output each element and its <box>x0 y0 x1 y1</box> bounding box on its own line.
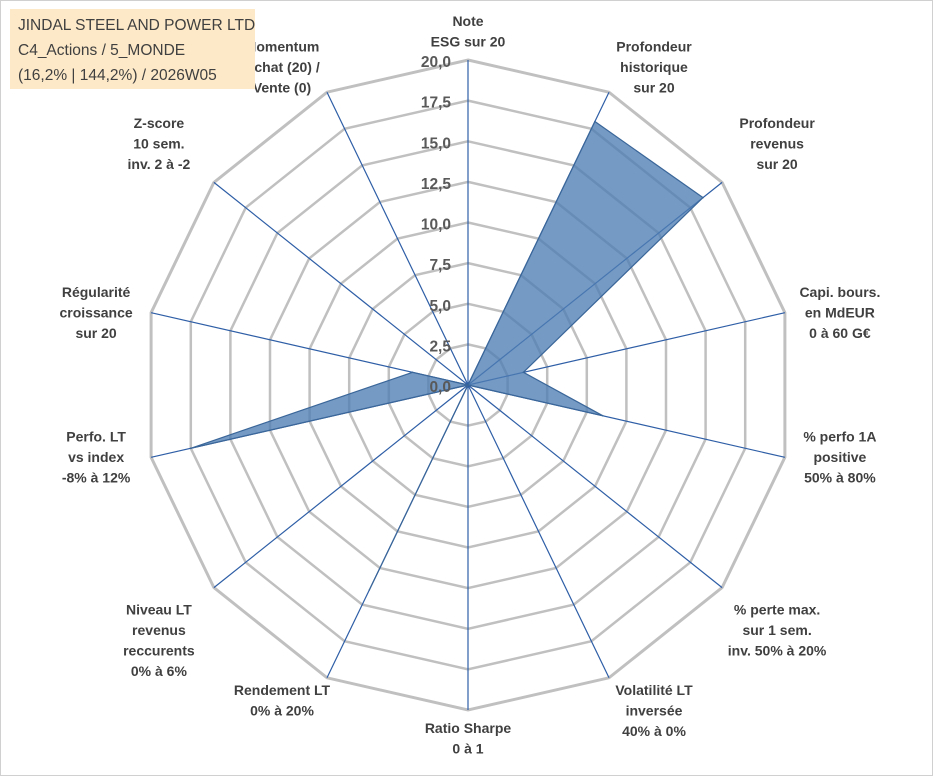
axis-label-8-line-0: Rendement LT <box>234 682 331 698</box>
tick-label-0: 0,0 <box>429 379 451 396</box>
axis-spoke-5 <box>467 384 723 589</box>
axis-label-10-line-0: Perfo. LT <box>66 429 126 445</box>
axis-label-2-line-0: Profondeur <box>739 115 815 131</box>
axis-label-6-line-2: 40% à 0% <box>622 723 686 739</box>
axis-label-6-line-0: Volatilité LT <box>615 682 693 698</box>
axis-label-6: Volatilité LT inversée 40% à 0% <box>615 682 693 739</box>
axis-label-11: Régularité croissance sur 20 <box>60 284 133 341</box>
tick-label-7: 17,5 <box>421 95 452 112</box>
axis-label-11-line-0: Régularité <box>62 284 131 300</box>
tick-label-1: 2,5 <box>429 338 451 355</box>
category-label: C4_Actions / 5_MONDE <box>18 42 186 59</box>
axis-label-1-line-2: sur 20 <box>633 80 674 96</box>
axis-label-4: % perfo 1A positive 50% à 80% <box>803 429 876 486</box>
axis-label-12: Z-score 10 sem. inv. 2 à -2 <box>128 115 191 172</box>
axis-label-3-line-0: Capi. bours. <box>799 284 880 300</box>
axis-label-3-line-1: en MdEUR <box>805 304 875 320</box>
axis-label-9: Niveau LT revenus reccurents 0% à 6% <box>123 602 195 680</box>
axis-label-5-line-0: % perte max. <box>734 602 820 618</box>
radar-series <box>190 120 704 591</box>
tick-label-6: 15,0 <box>421 135 451 152</box>
axis-label-7-line-1: 0 à 1 <box>452 741 483 757</box>
axis-label-9-line-2: reccurents <box>123 643 195 659</box>
title-box: JINDAL STEEL AND POWER LTD C4_Actions / … <box>10 9 255 89</box>
axis-label-10: Perfo. LT vs index -8% à 12% <box>62 429 131 486</box>
axis-label-4-line-2: 50% à 80% <box>804 470 876 486</box>
axis-label-12-line-0: Z-score <box>134 115 185 131</box>
series-point-10 <box>190 447 192 450</box>
axis-label-1: Profondeur historique sur 20 <box>616 39 692 96</box>
axis-spoke-12 <box>213 181 469 386</box>
axis-label-11-line-1: croissance <box>60 304 133 320</box>
axis-label-10-line-2: -8% à 12% <box>62 470 131 486</box>
series-point-2 <box>702 196 704 199</box>
axis-label-8: Rendement LT 0% à 20% <box>234 682 331 719</box>
series-point-8 <box>368 589 371 591</box>
axis-label-8-line-1: 0% à 20% <box>250 702 314 718</box>
axis-label-2-line-1: revenus <box>750 135 804 151</box>
axis-label-4-line-1: positive <box>813 449 866 465</box>
axis-label-5-line-1: sur 1 sem. <box>742 622 811 638</box>
axis-label-12-line-2: inv. 2 à -2 <box>128 156 191 172</box>
axis-label-0-line-1: ESG sur 20 <box>431 34 506 50</box>
axis-spoke-6 <box>467 384 610 679</box>
tick-label-8: 20,0 <box>421 54 451 71</box>
tick-label-4: 10,0 <box>421 217 451 234</box>
axis-label-11-line-2: sur 20 <box>75 325 116 341</box>
tick-label-3: 7,5 <box>429 257 451 274</box>
axis-label-10-line-1: vs index <box>68 449 124 465</box>
company-name: JINDAL STEEL AND POWER LTD <box>18 17 256 34</box>
axis-label-4-line-0: % perfo 1A <box>803 429 876 445</box>
axis-label-3-line-2: 0 à 60 G€ <box>809 325 871 341</box>
axis-label-3: Capi. bours. en MdEUR 0 à 60 G€ <box>799 284 880 341</box>
axis-label-7: Ratio Sharpe 0 à 1 <box>425 720 512 757</box>
series-point-3 <box>522 371 525 374</box>
tick-label-5: 12,5 <box>421 176 452 193</box>
axis-label-13: Momentum Achat (20) / Vente (0) <box>244 39 320 96</box>
axis-label-2-line-2: sur 20 <box>756 156 797 172</box>
axis-label-7-line-0: Ratio Sharpe <box>425 720 512 736</box>
axis-label-2: Profondeur revenus sur 20 <box>739 115 815 172</box>
axis-label-5: % perte max. sur 1 sem. inv. 50% à 20% <box>728 602 827 659</box>
axis-label-9-line-0: Niveau LT <box>126 602 192 618</box>
series-point-4 <box>601 414 604 417</box>
axis-label-9-line-1: revenus <box>132 622 186 638</box>
axis-label-1-line-1: historique <box>620 59 688 75</box>
axis-spoke-13 <box>326 91 469 386</box>
series-point-13 <box>467 384 469 386</box>
radar-tick-labels: 0,0 2,5 5,0 7,5 10,0 12,5 15,0 17,5 20,0 <box>421 54 452 396</box>
axis-label-13-line-1: Achat (20) / <box>244 59 320 75</box>
axis-label-9-line-3: 0% à 6% <box>131 663 188 679</box>
axis-label-0-line-0: Note <box>452 13 483 29</box>
tick-label-2: 5,0 <box>429 298 451 315</box>
axis-label-5-line-2: inv. 50% à 20% <box>728 643 827 659</box>
series-point-1 <box>594 120 596 123</box>
axis-label-13-line-2: Vente (0) <box>253 80 311 96</box>
axis-label-6-line-1: inversée <box>626 702 683 718</box>
series-point-11 <box>411 371 414 374</box>
axis-label-0: Note ESG sur 20 <box>431 13 506 50</box>
axis-spoke-9 <box>213 384 469 589</box>
axis-label-13-line-0: Momentum <box>245 39 320 55</box>
axis-label-1-line-0: Profondeur <box>616 39 692 55</box>
axis-label-12-line-1: 10 sem. <box>133 135 184 151</box>
radar-axis-labels: Note ESG sur 20 Profondeur historique sur 20… <box>60 13 881 757</box>
performance-period: (16,2% | 144,2%) / 2026W05 <box>18 67 217 84</box>
